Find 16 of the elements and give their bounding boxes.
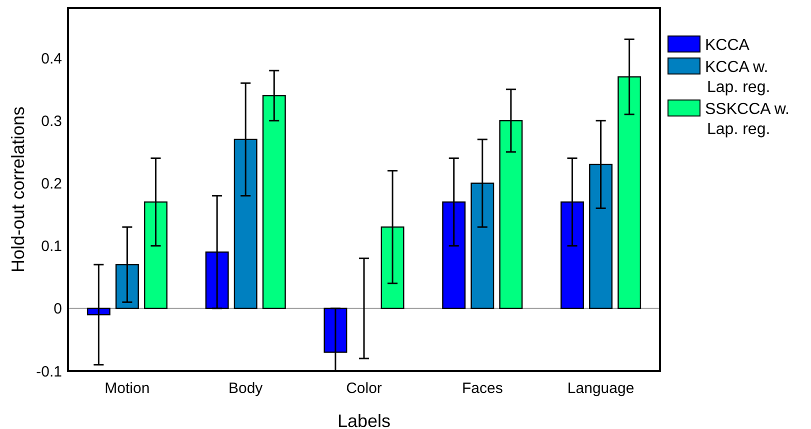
x-tick-label: Color bbox=[346, 380, 382, 397]
y-tick-label: 0.1 bbox=[41, 238, 62, 256]
y-tick-label: 0.2 bbox=[41, 175, 62, 192]
x-tick-label: Body bbox=[228, 380, 264, 397]
y-tick-label: 0.4 bbox=[41, 50, 62, 68]
legend-label: SSKCCA w. Lap. reg. bbox=[705, 101, 790, 138]
x-tick-label: Language bbox=[567, 380, 634, 397]
x-axis-title: Labels bbox=[337, 411, 391, 429]
y-tick-label: 0.3 bbox=[41, 112, 62, 130]
legend-label: KCCA w. Lap. reg. bbox=[705, 59, 770, 96]
y-tick-label: -0.1 bbox=[36, 363, 62, 380]
x-tick-label: Motion bbox=[104, 380, 150, 397]
y-tick-label: 0 bbox=[54, 300, 62, 318]
legend-label: KCCA bbox=[705, 37, 750, 54]
y-axis-title: Hold-out correlations bbox=[8, 106, 28, 273]
x-tick-label: Faces bbox=[462, 380, 503, 397]
